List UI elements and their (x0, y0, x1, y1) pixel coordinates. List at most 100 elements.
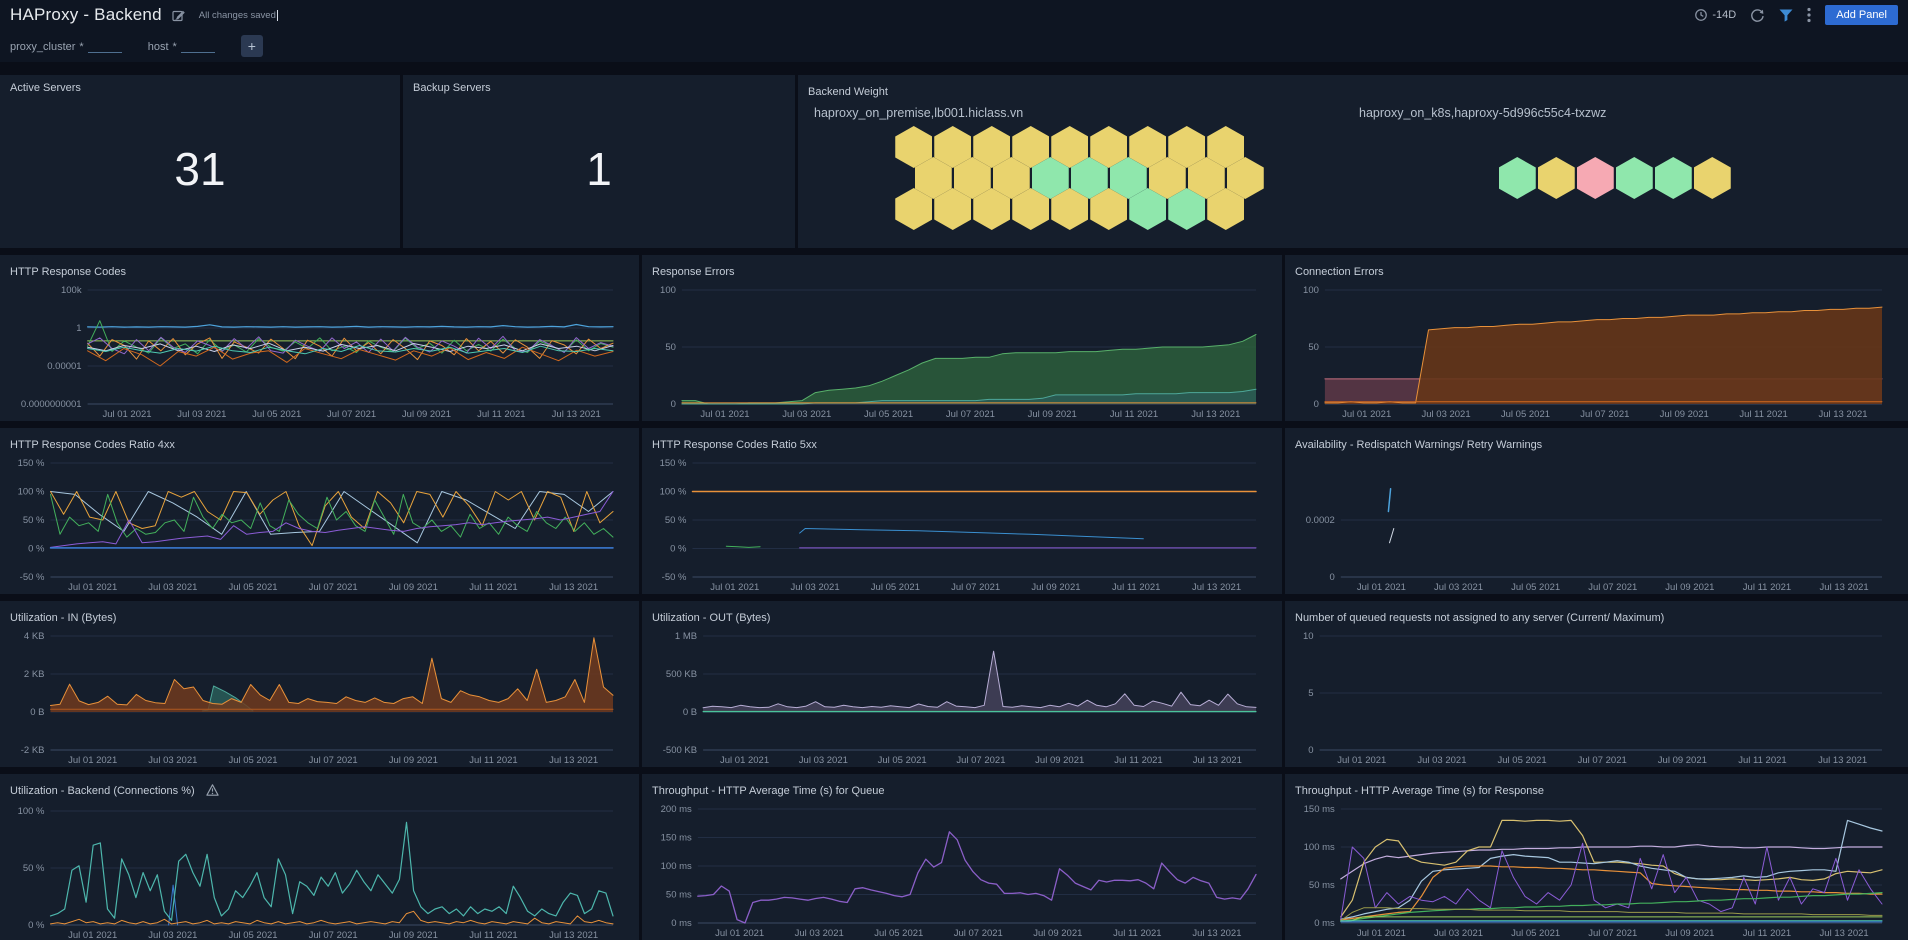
hexagon[interactable] (973, 126, 1011, 168)
hexagon[interactable] (895, 188, 933, 230)
honeycomb-group-label: haproxy_on_premise,lb001.hiclass.vn (814, 106, 1024, 120)
svg-text:Jul 03 2021: Jul 03 2021 (1422, 409, 1471, 420)
hexagon[interactable] (1615, 157, 1653, 199)
hexagon[interactable] (973, 188, 1011, 230)
svg-text:Jul 07 2021: Jul 07 2021 (1580, 409, 1629, 420)
svg-text:Jul 11 2021: Jul 11 2021 (477, 409, 525, 420)
svg-text:50 %: 50 % (23, 515, 45, 526)
panel-http-ratio-4xx: HTTP Response Codes Ratio 4xx 150 % 100 %… (0, 428, 639, 594)
hexagon[interactable] (934, 126, 972, 168)
svg-text:Jul 09 2021: Jul 09 2021 (389, 930, 438, 940)
svg-text:Jul 03 2021: Jul 03 2021 (177, 409, 226, 420)
refresh-icon (1751, 8, 1764, 22)
hexagon[interactable] (1576, 157, 1614, 199)
svg-text:Jul 09 2021: Jul 09 2021 (1028, 409, 1077, 420)
svg-text:Jul 09 2021: Jul 09 2021 (1031, 582, 1080, 593)
chart-plot[interactable]: 100 % 50 % 0 % Jul 01 2021 Jul 03 2021 Jul 05… (10, 805, 629, 940)
panel-title: HTTP Response Codes Ratio 4xx (10, 439, 175, 451)
svg-text:10: 10 (1303, 631, 1314, 642)
time-range-button[interactable]: -14D (1694, 8, 1736, 22)
honeycomb-group: haproxy_on_premise,lb001.hiclass.vn (808, 100, 1353, 246)
svg-text:Jul 05 2021: Jul 05 2021 (252, 409, 301, 420)
svg-text:Jul 13 2021: Jul 13 2021 (552, 409, 601, 420)
kebab-icon (1807, 7, 1811, 23)
refresh-button[interactable] (1750, 8, 1765, 23)
save-status: All changes saved (198, 9, 276, 21)
svg-text:Jul 13 2021: Jul 13 2021 (1192, 582, 1241, 593)
svg-text:0.0000000001: 0.0000000001 (21, 399, 82, 410)
svg-text:Jul 03 2021: Jul 03 2021 (1434, 928, 1483, 939)
chart-plot[interactable]: 100k 1 0.00001 0.0000000001 Jul 01 2021 Jul 0… (10, 284, 629, 421)
svg-text:50 ms: 50 ms (1309, 880, 1335, 891)
active-servers-value: 31 (174, 143, 226, 195)
chart-plot[interactable]: 4 KB 2 KB 0 B -2 KB Jul 01 2021 Jul 03 2021 Ju… (10, 630, 629, 767)
chart-plot[interactable]: 200 ms 150 ms 100 ms 50 ms 0 ms Jul 01 2021 Ju… (652, 803, 1272, 940)
svg-text:100 %: 100 % (18, 487, 45, 498)
svg-text:Jul 11 2021: Jul 11 2021 (469, 582, 517, 593)
svg-text:50 ms: 50 ms (666, 890, 692, 901)
filter-label: proxy_cluster (10, 41, 76, 53)
svg-text:Jul 05 2021: Jul 05 2021 (228, 930, 277, 940)
svg-text:Jul 05 2021: Jul 05 2021 (878, 755, 927, 766)
filter-proxy-cluster: proxy_cluster * (10, 39, 122, 53)
hexagon[interactable] (1537, 157, 1575, 199)
svg-text:Jul 13 2021: Jul 13 2021 (549, 582, 598, 593)
hexagon[interactable] (1654, 157, 1692, 199)
svg-text:0 B: 0 B (683, 707, 697, 718)
panel-utilization-out: Utilization - OUT (Bytes) 1 MB 500 KB 0 B -… (642, 601, 1282, 767)
chart-plot[interactable]: 150 % 100 % 50 % 0 % -50 % Jul 01 2021 Jul 03 … (652, 457, 1272, 594)
svg-text:5: 5 (1308, 688, 1313, 699)
svg-text:4 KB: 4 KB (24, 631, 45, 642)
svg-text:Jul 09 2021: Jul 09 2021 (402, 409, 451, 420)
svg-text:-50 %: -50 % (20, 572, 45, 583)
svg-text:Jul 11 2021: Jul 11 2021 (1743, 582, 1791, 593)
chart-plot[interactable]: 10 5 0 Jul 01 2021 Jul 03 2021 Jul 05 2021 Jul… (1295, 630, 1898, 767)
hexagon[interactable] (895, 126, 933, 168)
panel-availability-warnings: Availability - Redispatch Warnings/ Retr… (1285, 428, 1908, 594)
svg-text:0.00001: 0.00001 (47, 361, 81, 372)
panel-title: Response Errors (652, 266, 735, 278)
required-marker: * (79, 41, 84, 53)
hexagon[interactable] (992, 157, 1030, 199)
chart-plot[interactable]: 150 ms 100 ms 50 ms 0 ms Jul 01 2021 Jul 03 2… (1295, 803, 1898, 940)
hexagon[interactable] (914, 157, 952, 199)
svg-text:Jul 13 2021: Jul 13 2021 (1191, 409, 1240, 420)
add-filter-button[interactable]: + (240, 35, 263, 57)
chart-plot[interactable]: 1 MB 500 KB 0 B -500 KB Jul 01 2021 Jul 03 20… (652, 630, 1272, 767)
hexagon[interactable] (953, 157, 991, 199)
hexagon[interactable] (1498, 157, 1536, 199)
svg-text:Jul 11 2021: Jul 11 2021 (1743, 928, 1791, 939)
svg-text:0 B: 0 B (30, 707, 44, 718)
chart-plot[interactable]: 100 50 0 Jul 01 2021 Jul 03 2021 Jul 05 2021 J… (652, 284, 1272, 421)
svg-text:Jul 01 2021: Jul 01 2021 (68, 930, 117, 940)
panel-title: Backend Weight (808, 86, 888, 98)
svg-text:150 ms: 150 ms (661, 833, 692, 844)
funnel-icon (1779, 9, 1793, 22)
text-caret (276, 9, 278, 21)
warning-icon[interactable] (206, 783, 219, 801)
more-menu-button[interactable] (1807, 7, 1811, 23)
panel-utilization-in: Utilization - IN (Bytes) 4 KB 2 KB 0 B -2 K… (0, 601, 639, 767)
honeycomb-groups: haproxy_on_premise,lb001.hiclass.vn hapro… (808, 100, 1898, 246)
chart-plot[interactable]: 150 % 100 % 50 % 0 % -50 % Jul 01 2021 Jul 03 … (10, 457, 629, 594)
svg-text:Jul 03 2021: Jul 03 2021 (799, 755, 848, 766)
hexagon[interactable] (934, 188, 972, 230)
svg-text:Jul 07 2021: Jul 07 2021 (954, 928, 1003, 939)
svg-text:Jul 07 2021: Jul 07 2021 (309, 582, 358, 593)
svg-text:Jul 01 2021: Jul 01 2021 (715, 928, 764, 939)
svg-text:50 %: 50 % (23, 863, 45, 874)
proxy-cluster-input[interactable] (87, 39, 122, 53)
chart-plot[interactable]: 0.0002 0 Jul 01 2021 Jul 03 2021 Jul 05 2021… (1295, 457, 1898, 594)
filter-button[interactable] (1779, 9, 1793, 22)
svg-text:Jul 03 2021: Jul 03 2021 (148, 755, 197, 766)
svg-text:Jul 07 2021: Jul 07 2021 (946, 409, 995, 420)
edit-dashboard-icon[interactable] (172, 9, 185, 22)
svg-text:Jul 09 2021: Jul 09 2021 (389, 582, 438, 593)
hexagon[interactable] (1693, 157, 1731, 199)
svg-text:Jul 13 2021: Jul 13 2021 (1192, 928, 1241, 939)
svg-text:Jul 13 2021: Jul 13 2021 (549, 930, 598, 940)
host-input[interactable] (180, 39, 215, 53)
panel-title: Utilization - Backend (Connections %) (10, 785, 195, 797)
chart-plot[interactable]: 100 50 0 Jul 01 2021 Jul 03 2021 Jul 05 2021 J… (1295, 284, 1898, 421)
add-panel-button[interactable]: Add Panel (1825, 5, 1898, 25)
